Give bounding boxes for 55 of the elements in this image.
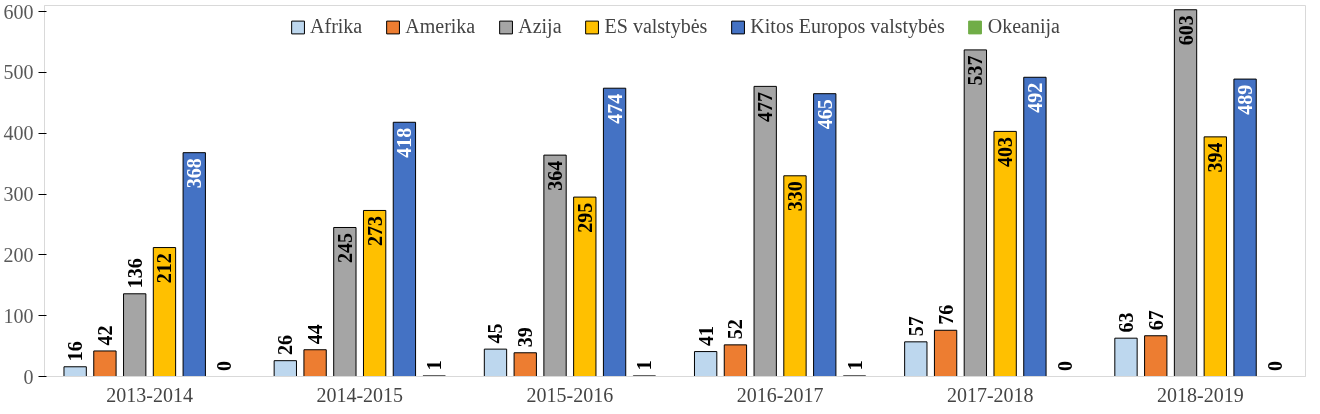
x-tick-label: 2015-2016 [526,383,614,406]
data-label: 39 [514,327,537,348]
y-tick-label: 0 [23,365,34,388]
data-label: 63 [1114,312,1137,333]
legend-label: Amerika [405,15,476,38]
x-tick-label: 2013-2014 [106,383,193,406]
data-label: 245 [333,233,356,264]
data-label: 41 [694,326,717,346]
data-label: 368 [183,158,206,189]
data-label: 330 [783,181,806,212]
data-label: 67 [1144,310,1167,331]
data-label: 474 [603,93,626,124]
data-label: 1 [423,360,446,371]
x-tick-label: 2018-2019 [1157,383,1244,406]
data-label: 273 [363,216,386,247]
data-label: 1 [843,360,866,371]
y-tick-label: 600 [3,0,34,23]
x-tick-label: 2016-2017 [736,383,824,406]
data-label: 76 [934,304,957,325]
legend-label: Okeanija [987,15,1060,38]
data-label: 26 [274,335,297,356]
data-label: 394 [1204,142,1227,173]
y-tick-label: 400 [3,122,34,145]
legend-label: Azija [518,15,562,38]
y-tick-label: 200 [3,243,34,266]
legend-label: ES valstybės [604,15,708,38]
y-tick-label: 100 [3,304,34,327]
data-label: 1 [633,360,656,371]
data-label: 465 [813,99,836,130]
data-label: 537 [964,55,987,86]
data-label: 295 [573,202,596,233]
y-tick-label: 500 [3,61,34,84]
data-label: 57 [904,316,927,337]
x-tick-label: 2014-2015 [316,383,404,406]
data-label: 45 [484,323,507,344]
data-label: 0 [213,360,236,371]
legend-label: Kitos Europos valstybės [750,15,945,38]
legend-label: Afrika [310,15,363,38]
data-label: 44 [304,324,327,345]
data-label: 603 [1174,15,1197,46]
y-tick-label: 300 [3,183,34,206]
data-label: 364 [544,160,567,191]
data-label: 492 [1023,82,1046,113]
data-label: 418 [393,127,416,158]
data-label: 489 [1234,84,1257,115]
data-label: 212 [153,253,176,284]
x-tick-label: 2017-2018 [946,383,1034,406]
data-label: 0 [1053,360,1076,371]
data-label: 16 [64,341,87,362]
data-label: 477 [754,91,777,122]
data-label: 403 [994,136,1017,167]
data-label: 52 [724,319,747,340]
data-label: 136 [123,258,146,289]
data-label: 0 [1263,360,1286,371]
data-label: 42 [93,325,116,346]
